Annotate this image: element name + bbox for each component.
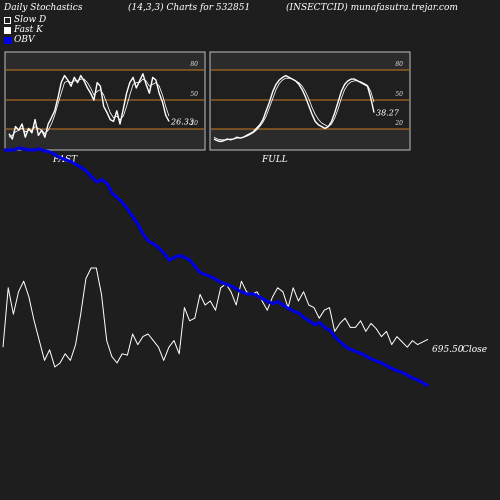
level-label: 50: [395, 91, 403, 98]
level-label: 20: [189, 120, 198, 127]
chart-title: Daily Stochastics: [4, 3, 83, 13]
level-label: 20: [394, 120, 403, 127]
slow-d-swatch: [4, 16, 11, 24]
level-label: 80: [190, 61, 198, 68]
level-label: 50: [190, 91, 198, 98]
level-label: 80: [395, 61, 403, 68]
legend-label: OBV: [14, 35, 35, 45]
obv-swatch: [4, 36, 11, 44]
slow-d-line: [8, 78, 170, 138]
last-value-label: 26.33: [170, 117, 194, 126]
last-close-value: 695.50: [432, 345, 464, 355]
legend-label: Fast K: [14, 25, 43, 35]
close-label: Close: [462, 345, 487, 355]
last-value-label: 38.27: [376, 109, 400, 118]
obv-line: [3, 146, 429, 388]
panel-label: FULL: [261, 155, 288, 165]
fast-k-line: [8, 73, 170, 140]
legend-slow-d: Slow D: [4, 15, 46, 25]
fast-k-swatch: [4, 26, 11, 34]
chart-subtitle: (14,3,3) Charts for 532851: [128, 3, 251, 13]
chart-source: (INSECTCID) munafasutra.trejar.com: [286, 3, 458, 13]
legend-fast-k: Fast K: [4, 25, 43, 35]
legend-label: Slow D: [14, 15, 47, 25]
legend-obv: OBV: [4, 35, 35, 45]
close-price-line: [2, 267, 429, 368]
fast-k-line: [213, 74, 375, 143]
